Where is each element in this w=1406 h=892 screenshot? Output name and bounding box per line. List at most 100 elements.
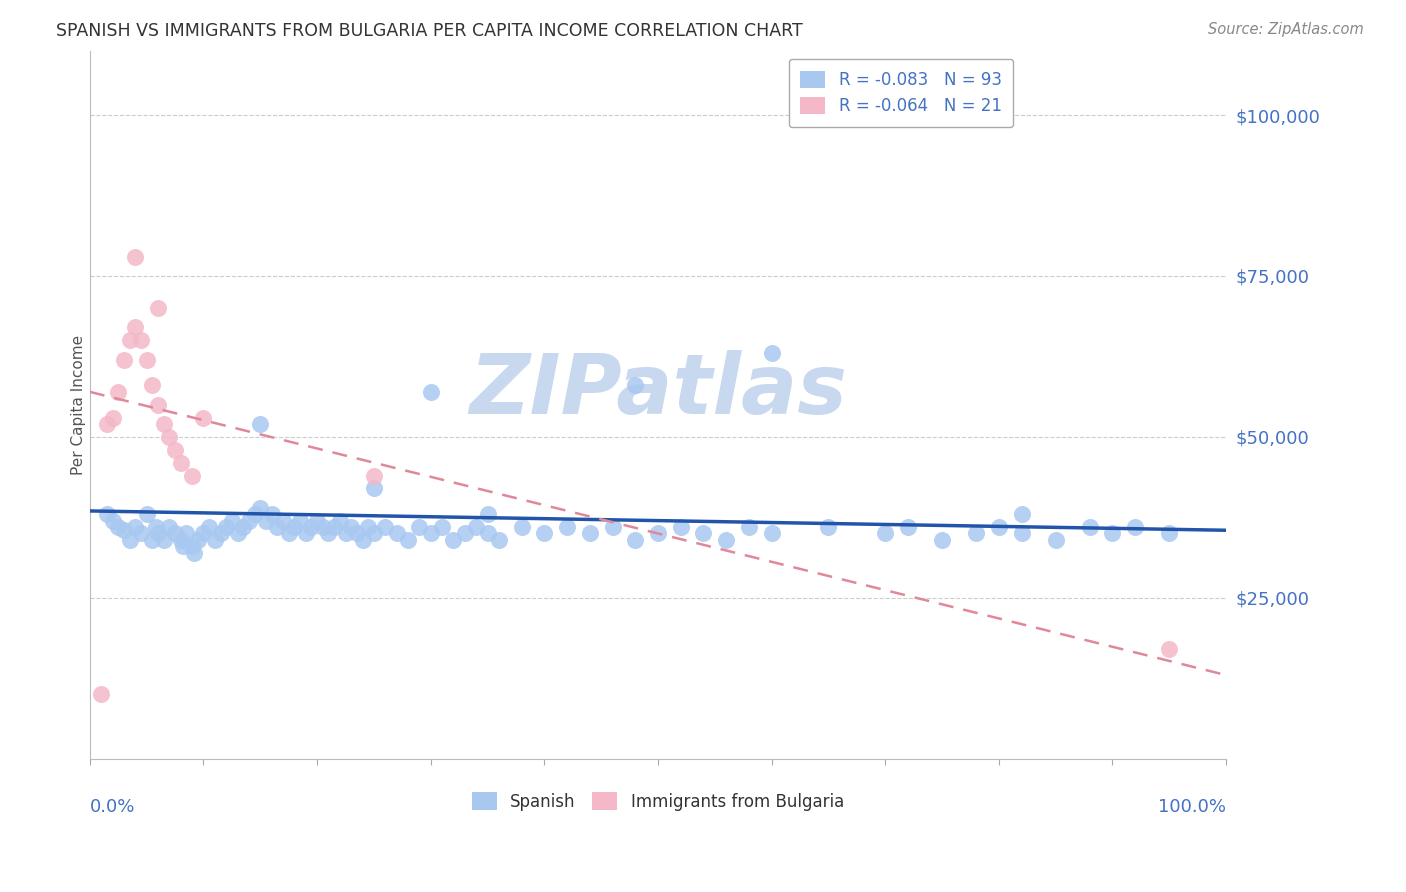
Point (135, 507, 157, 521)
Point (215, 520, 238, 534)
Point (129, 526, 152, 541)
Y-axis label: Per Capita Income: Per Capita Income (72, 334, 86, 475)
Point (181, 468, 204, 483)
Point (118, 533, 141, 547)
Point (146, 398, 169, 412)
Point (112, 523, 135, 537)
Point (141, 533, 163, 547)
Point (135, 352, 157, 367)
Text: ZIPatlas: ZIPatlas (470, 350, 846, 431)
Text: 100.0%: 100.0% (1159, 797, 1226, 815)
Point (761, 346, 783, 360)
Point (176, 526, 198, 541)
Point (477, 526, 499, 541)
Point (124, 250, 146, 264)
Point (323, 520, 346, 534)
Point (249, 500, 271, 515)
Text: SPANISH VS IMMIGRANTS FROM BULGARIA PER CAPITA INCOME CORRELATION CHART: SPANISH VS IMMIGRANTS FROM BULGARIA PER … (56, 22, 803, 40)
Point (1159, 526, 1181, 541)
Point (221, 514, 243, 528)
Point (193, 526, 215, 541)
Point (124, 320, 146, 334)
Point (124, 520, 146, 534)
Text: 0.0%: 0.0% (90, 797, 135, 815)
Point (430, 520, 453, 534)
Point (266, 520, 288, 534)
Point (277, 526, 299, 541)
Point (396, 533, 419, 547)
Point (101, 514, 124, 528)
Point (107, 520, 129, 534)
Legend: Spanish, Immigrants from Bulgaria: Spanish, Immigrants from Bulgaria (472, 792, 844, 811)
Point (624, 378, 647, 392)
Point (578, 526, 600, 541)
Point (987, 520, 1010, 534)
Point (157, 520, 180, 534)
Point (965, 526, 987, 541)
Point (1011, 507, 1033, 521)
Point (254, 514, 277, 528)
Point (288, 514, 311, 528)
Point (346, 526, 368, 541)
Point (340, 520, 363, 534)
Point (152, 417, 174, 431)
Point (165, 442, 187, 457)
Point (183, 546, 205, 560)
Point (145, 520, 167, 534)
Point (294, 526, 316, 541)
Point (318, 526, 340, 541)
Point (1101, 526, 1123, 541)
Point (181, 540, 204, 554)
Point (488, 533, 510, 547)
Point (335, 526, 357, 541)
Point (112, 352, 135, 367)
Point (232, 520, 254, 534)
Point (363, 468, 385, 483)
Point (477, 507, 499, 521)
Point (1045, 533, 1067, 547)
Point (692, 526, 714, 541)
Point (897, 520, 920, 534)
Point (352, 533, 374, 547)
Point (96, 417, 118, 431)
Point (170, 533, 193, 547)
Point (243, 507, 266, 521)
Point (357, 520, 380, 534)
Point (454, 526, 477, 541)
Point (1011, 526, 1033, 541)
Point (408, 520, 430, 534)
Point (146, 301, 169, 315)
Point (299, 520, 322, 534)
Point (669, 520, 692, 534)
Point (152, 533, 174, 547)
Point (647, 526, 669, 541)
Point (107, 384, 129, 399)
Point (118, 334, 141, 348)
Point (209, 526, 232, 541)
Point (198, 520, 221, 534)
Point (624, 533, 647, 547)
Point (817, 520, 839, 534)
Point (738, 520, 761, 534)
Point (146, 526, 169, 541)
Point (385, 526, 408, 541)
Point (510, 520, 533, 534)
Point (419, 526, 441, 541)
Point (1123, 520, 1146, 534)
Point (96, 507, 118, 521)
Point (419, 384, 441, 399)
Point (307, 514, 329, 528)
Point (761, 526, 783, 541)
Point (204, 533, 226, 547)
Point (714, 533, 737, 547)
Point (931, 533, 953, 547)
Point (226, 526, 249, 541)
Point (172, 540, 194, 554)
Point (157, 430, 180, 444)
Point (555, 520, 578, 534)
Point (170, 456, 193, 470)
Point (329, 514, 352, 528)
Point (1078, 520, 1101, 534)
Point (90, 687, 112, 701)
Point (1159, 642, 1181, 657)
